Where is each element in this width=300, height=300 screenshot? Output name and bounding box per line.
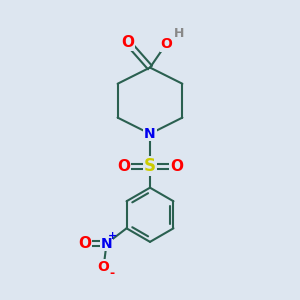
Text: O: O	[78, 236, 91, 251]
Text: O: O	[98, 260, 110, 274]
Text: O: O	[117, 159, 130, 174]
Text: N: N	[101, 237, 112, 250]
Text: O: O	[160, 37, 172, 51]
Text: +: +	[108, 231, 117, 241]
Text: O: O	[122, 35, 134, 50]
Text: H: H	[174, 27, 184, 40]
Text: O: O	[170, 159, 183, 174]
Text: N: N	[144, 127, 156, 141]
Text: -: -	[109, 267, 114, 280]
Text: S: S	[144, 157, 156, 175]
